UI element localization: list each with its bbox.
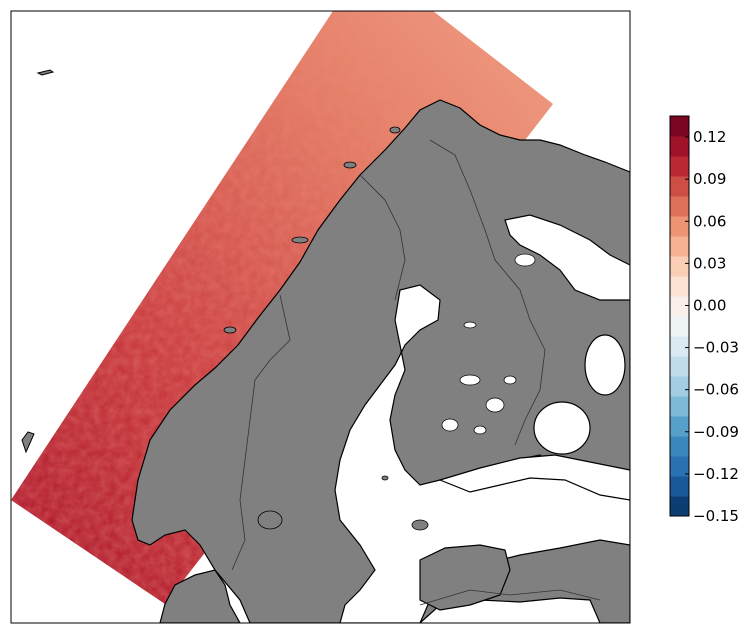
colorbar-tick-label: −0.06 <box>693 381 739 399</box>
water-gulf-of-finland <box>438 454 630 501</box>
land-denmark <box>159 569 241 623</box>
colorbar-segment <box>670 436 689 457</box>
water-lake-ladoga <box>533 401 591 455</box>
colorbar-segment <box>670 336 689 357</box>
land-baltic-states <box>419 544 511 611</box>
colorbar-segment <box>670 396 689 417</box>
colorbar-segment <box>670 116 689 137</box>
colorbar-tick-label: −0.09 <box>693 423 739 441</box>
colorbar-segment <box>670 196 689 217</box>
colorbar-segment <box>670 476 689 497</box>
small-island-north <box>36 69 55 76</box>
colorbar-segment <box>670 236 689 257</box>
colorbar-segment <box>670 456 689 477</box>
colorbar-segment <box>670 216 689 237</box>
colorbar-segment <box>670 376 689 397</box>
colorbar-segment <box>670 496 689 517</box>
water-white-sea <box>504 214 630 301</box>
colorbar-segment <box>670 356 689 377</box>
country-borders <box>231 139 601 606</box>
colorbar-tick-label: 0.06 <box>693 212 726 230</box>
colorbar-tick-label: 0.03 <box>693 254 726 272</box>
colorbar-segment <box>670 256 689 277</box>
colorbar: 0.12 0.09 0.06 0.03 0.00 −0.03 −0.06 −0.09 −0.12… <box>669 115 739 525</box>
colorbar-tick-label: −0.03 <box>693 339 739 357</box>
map-frame <box>10 10 631 624</box>
colorbar-tick-label: −0.15 <box>693 507 739 525</box>
finnish-lakes <box>441 253 536 435</box>
map-area <box>11 11 630 623</box>
colorbar-segment <box>670 416 689 437</box>
colorbar-tick-label: −0.12 <box>693 465 739 483</box>
colorbar-segment <box>670 136 689 157</box>
colorbar-frame <box>669 115 690 517</box>
colorbar-segment <box>670 276 689 297</box>
small-island-west <box>21 431 35 454</box>
colorbar-segment <box>670 316 689 337</box>
colorbar-segment <box>670 176 689 197</box>
colorbar-tick-label: 0.09 <box>693 170 726 188</box>
water-lake-onega <box>584 334 626 396</box>
colorbar-tick-label: 0.12 <box>693 128 726 146</box>
colorbar-segment <box>670 156 689 177</box>
colorbar-segment <box>670 296 689 317</box>
colorbar-tick-label: 0.00 <box>693 296 726 314</box>
coastal-islands <box>223 126 429 531</box>
